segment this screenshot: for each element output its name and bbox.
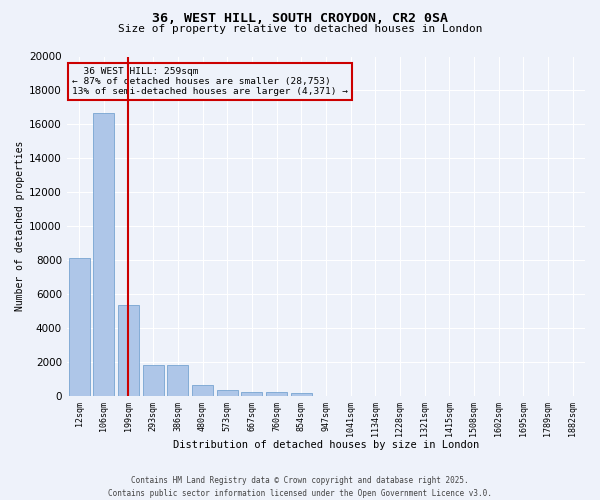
Bar xyxy=(143,364,164,396)
Bar xyxy=(192,386,213,396)
X-axis label: Distribution of detached houses by size in London: Distribution of detached houses by size … xyxy=(173,440,479,450)
Bar xyxy=(241,392,262,396)
Bar xyxy=(266,392,287,396)
Bar xyxy=(217,390,238,396)
Bar xyxy=(118,305,139,396)
Text: 36 WEST HILL: 259sqm
← 87% of detached houses are smaller (28,753)
13% of semi-d: 36 WEST HILL: 259sqm ← 87% of detached h… xyxy=(72,66,348,96)
Bar xyxy=(68,258,89,396)
Text: Size of property relative to detached houses in London: Size of property relative to detached ho… xyxy=(118,24,482,34)
Bar xyxy=(167,364,188,396)
Text: Contains HM Land Registry data © Crown copyright and database right 2025.
Contai: Contains HM Land Registry data © Crown c… xyxy=(108,476,492,498)
Bar xyxy=(94,112,114,396)
Bar xyxy=(291,394,311,396)
Text: 36, WEST HILL, SOUTH CROYDON, CR2 0SA: 36, WEST HILL, SOUTH CROYDON, CR2 0SA xyxy=(152,12,448,26)
Y-axis label: Number of detached properties: Number of detached properties xyxy=(15,141,25,312)
